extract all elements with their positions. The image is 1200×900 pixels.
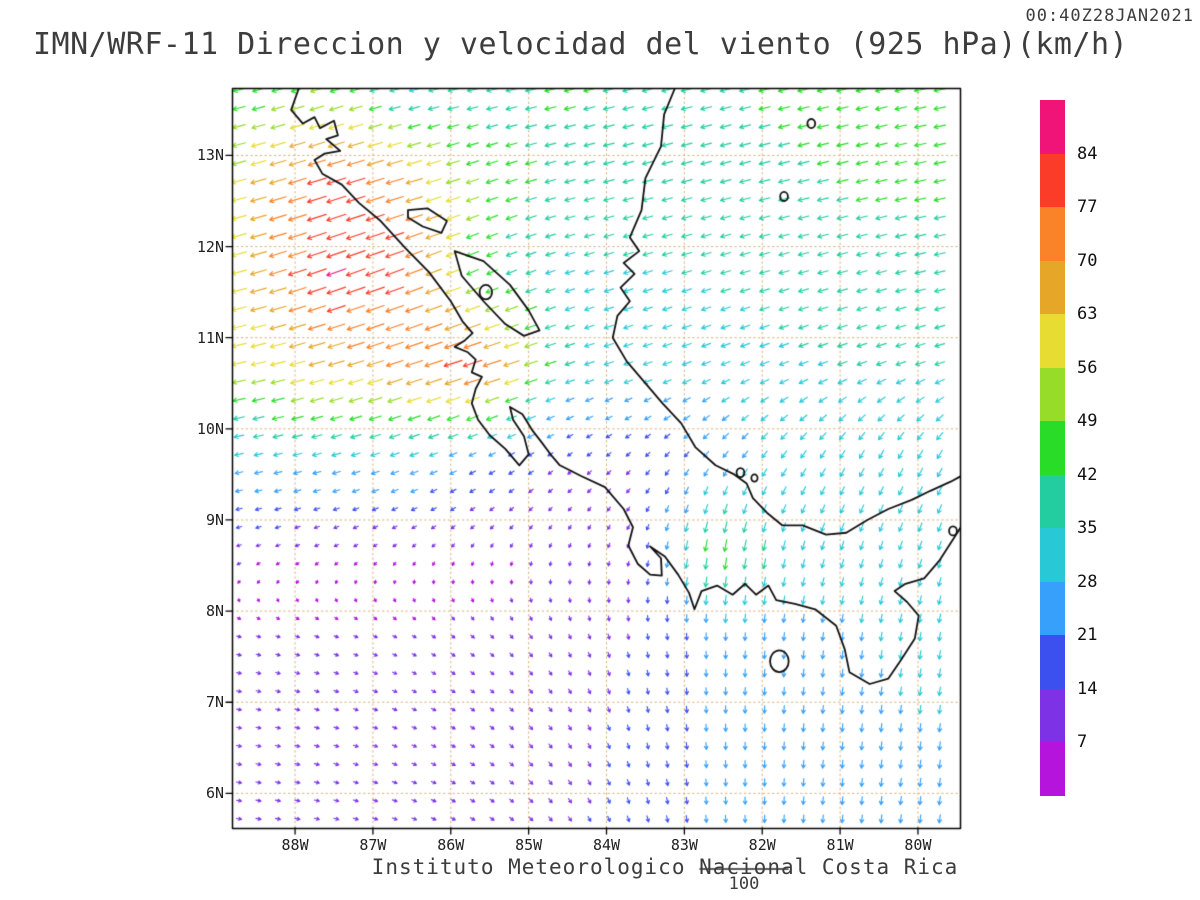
colorbar-segment (1040, 688, 1065, 743)
colorbar-segment (1040, 207, 1065, 261)
valid-timestamp: 00:40Z28JAN2021 (1025, 6, 1194, 26)
x-axis-label: 85W (515, 836, 543, 854)
x-axis-label: 83W (670, 836, 698, 854)
colorbar-segment (1040, 635, 1065, 689)
colorbar-label: 35 (1077, 518, 1098, 539)
colorbar-segment (1040, 474, 1065, 529)
colorbar-label: 63 (1077, 304, 1098, 325)
colorbar-segment (1040, 314, 1065, 368)
colorbar-label: 56 (1077, 357, 1098, 378)
y-axis-label: 10N (196, 419, 224, 438)
colorbar-label: 42 (1077, 464, 1098, 485)
colorbar-label: 84 (1077, 143, 1098, 164)
colorbar-label: 70 (1077, 250, 1098, 271)
colorbar-segment (1040, 742, 1065, 796)
colorbar-label: 14 (1077, 678, 1098, 699)
y-axis-label: 12N (196, 237, 224, 256)
colorbar-label: 7 (1077, 732, 1088, 753)
y-axis-label: 7N (205, 693, 224, 712)
x-axis-label: 81W (826, 836, 854, 854)
colorbar-label: 28 (1077, 571, 1098, 592)
y-axis-label: 9N (205, 510, 224, 529)
x-axis-label: 88W (281, 836, 309, 854)
colorbar-segment (1040, 421, 1065, 475)
colorbar-segment (1040, 100, 1065, 154)
x-axis-label: 80W (904, 836, 932, 854)
x-axis-label: 82W (748, 836, 776, 854)
colorbar-label: 49 (1077, 411, 1098, 432)
colorbar (1040, 100, 1065, 796)
vector-key-label: 100 (728, 874, 760, 894)
x-axis-label: 87W (359, 836, 387, 854)
colorbar-segment (1040, 260, 1065, 315)
y-axis-label: 8N (205, 602, 224, 621)
colorbar-segment (1040, 528, 1065, 582)
chart-title: IMN/WRF-11 Direccion y velocidad del vie… (33, 27, 1129, 62)
colorbar-label: 21 (1077, 625, 1098, 646)
x-axis-label: 86W (437, 836, 465, 854)
x-axis-label: 84W (592, 836, 621, 854)
y-axis-label: 6N (205, 784, 224, 803)
colorbar-segment (1040, 367, 1065, 422)
y-axis-label: 13N (196, 146, 224, 165)
colorbar-segment (1040, 153, 1065, 208)
colorbar-label: 77 (1077, 197, 1098, 218)
credit-line: Instituto Meteorologico Nacional Costa R… (371, 855, 959, 879)
y-axis-label: 11N (196, 328, 224, 347)
colorbar-segment (1040, 581, 1065, 636)
